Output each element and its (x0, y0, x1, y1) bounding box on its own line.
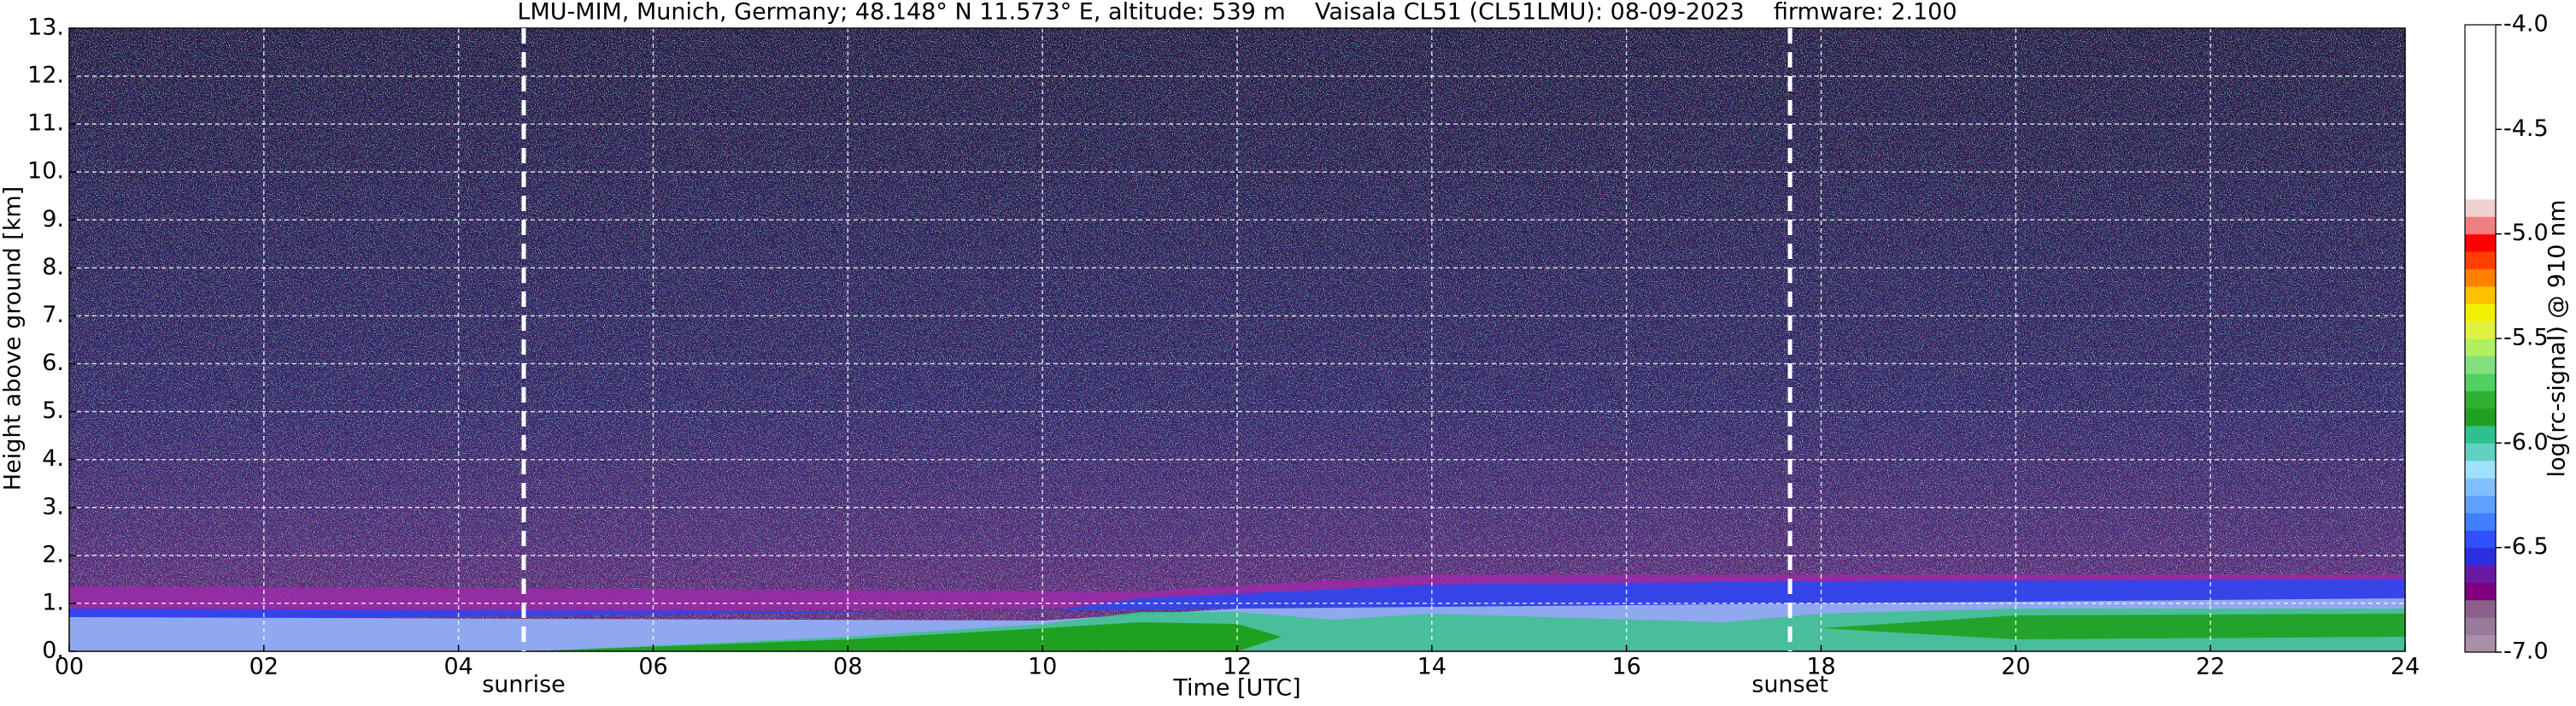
colorbar-segment (2465, 565, 2496, 583)
y-tick-label: 10. (27, 158, 64, 185)
colorbar-segment (2465, 443, 2496, 462)
y-tick-label: 1. (42, 589, 64, 615)
x-tick-label: 08 (833, 654, 862, 680)
colorbar-segment (2465, 181, 2496, 200)
annotation-label: sunrise (482, 672, 566, 698)
colorbar-segment (2465, 94, 2496, 113)
colorbar-segment (2465, 146, 2496, 165)
colorbar-segment (2465, 530, 2496, 549)
colorbar-segment (2465, 391, 2496, 409)
colorbar-segment (2465, 198, 2496, 217)
x-tick-label: 10 (1028, 654, 1057, 680)
x-tick-label: 00 (55, 654, 84, 680)
x-tick-label: 02 (249, 654, 279, 680)
y-tick-label: 7. (42, 302, 64, 328)
colorbar-segment (2465, 478, 2496, 496)
colorbar-segment (2465, 408, 2496, 427)
x-tick-label: 04 (443, 654, 472, 680)
y-tick-label: 11. (27, 110, 64, 137)
colorbar-segment (2465, 111, 2496, 130)
colorbar-segment (2465, 285, 2496, 304)
colorbar-segment (2465, 582, 2496, 601)
y-tick-label: 4. (42, 445, 64, 472)
y-tick-label: 2. (42, 541, 64, 568)
colorbar-segment (2465, 251, 2496, 269)
colorbar-segment (2465, 425, 2496, 444)
colorbar-tick-label: -4.5 (2503, 115, 2549, 142)
colorbar-tick-label: -5.0 (2503, 220, 2549, 246)
annotation-label: sunset (1752, 672, 1828, 698)
colorbar-label: log(rc-signal) @ 910 nm (2544, 200, 2571, 478)
colorbar-segment (2465, 233, 2496, 252)
y-tick-label: 9. (42, 206, 64, 232)
chart-title: LMU-MIM, Munich, Germany; 48.148° N 11.5… (517, 0, 1957, 26)
colorbar-segment (2465, 25, 2496, 43)
colorbar-segment (2465, 599, 2496, 618)
colorbar-segment (2465, 42, 2496, 61)
x-tick-label: 14 (1417, 654, 1446, 680)
colorbar-segment (2465, 303, 2496, 322)
colorbar-segment (2465, 338, 2496, 356)
x-tick-label: 24 (2391, 654, 2420, 680)
colorbar-segment (2465, 547, 2496, 566)
x-tick-label: 06 (638, 654, 667, 680)
colorbar-segment (2465, 356, 2496, 374)
colorbar-tick-label: -6.0 (2503, 429, 2549, 456)
colorbar-segment (2465, 216, 2496, 235)
colorbar-segment (2465, 495, 2496, 514)
x-tick-label: 22 (2196, 654, 2225, 680)
colorbar-segment (2465, 77, 2496, 96)
y-tick-label: 5. (42, 397, 64, 424)
colorbar-segment (2465, 164, 2496, 182)
colorbar-tick-label: -4.0 (2503, 11, 2549, 38)
colorbar-segment (2465, 129, 2496, 148)
colorbar-tick-label: -5.5 (2503, 325, 2549, 351)
colorbar-tick-label: -7.0 (2503, 638, 2549, 665)
green-layer (530, 622, 1282, 651)
y-tick-label: 8. (42, 254, 64, 280)
y-tick-label: 0. (42, 638, 64, 664)
x-tick-label: 18 (1806, 654, 1835, 680)
colorbar-segment (2465, 460, 2496, 479)
green-layer-evening (1821, 614, 2405, 639)
x-axis-label: Time [UTC] (1172, 675, 1300, 702)
colorbar-segment (2465, 634, 2496, 653)
y-tick-label: 13. (27, 15, 64, 41)
colorbar-segment (2465, 321, 2496, 339)
colorbar-segment (2465, 512, 2496, 531)
y-tick-label: 6. (42, 350, 64, 376)
y-axis-label: Height above ground [km] (0, 186, 26, 491)
colorbar-segment (2465, 617, 2496, 636)
colorbar-segment (2465, 268, 2496, 287)
colorbar-segment (2465, 373, 2496, 391)
x-tick-label: 16 (1611, 654, 1640, 680)
x-tick-label: 20 (2001, 654, 2030, 680)
y-tick-label: 3. (42, 493, 64, 520)
colorbar-tick-label: -6.5 (2503, 533, 2549, 560)
colorbar-segment (2465, 59, 2496, 78)
y-tick-label: 12. (27, 62, 64, 89)
x-tick-label: 12 (1223, 654, 1252, 680)
